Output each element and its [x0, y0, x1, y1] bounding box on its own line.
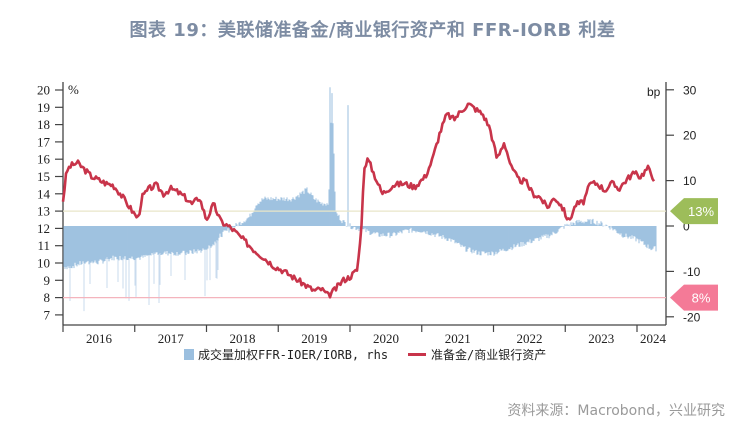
left-tick-label: 18: [37, 117, 50, 132]
right-tick-label: -20: [683, 310, 701, 324]
legend-bar-swatch: [184, 349, 194, 360]
right-tick-label: 0: [683, 220, 690, 234]
x-tick-label: 2017: [158, 331, 185, 346]
x-tick-label: 2022: [517, 331, 543, 346]
reserves-ratio-line: [61, 102, 656, 299]
x-tick-label: 2020: [373, 331, 399, 346]
left-tick-label: 12: [37, 221, 50, 236]
reference-tag-8pct: 8%: [670, 284, 718, 311]
left-axis: 7 8 9 10 11 12 13 14 15 16 17 18 19 20: [37, 83, 63, 322]
right-tick-label: 20: [683, 129, 697, 143]
legend: 成交量加权FFR-IOER/IORB, rhs 准备金/商业银行资产: [184, 347, 546, 362]
left-tick-label: 20: [37, 83, 50, 98]
spread-bars-series: [63, 87, 657, 312]
left-tick-label: 14: [37, 186, 51, 201]
left-tick-label: 16: [37, 152, 51, 167]
right-tick-label: -10: [683, 265, 701, 279]
left-tick-label: 15: [37, 169, 50, 184]
svg-text:8%: 8%: [692, 291, 711, 306]
left-tick-label: 8: [44, 290, 51, 305]
x-tick-label: 2018: [230, 331, 256, 346]
right-axis-unit: bp: [647, 85, 661, 99]
left-tick-label: 9: [44, 273, 51, 288]
x-axis: 2016 2017 2018 2019 2020 2021 2022 2023 2024: [62, 325, 667, 346]
source-note: 资料来源：Macrobond，兴业研究: [507, 403, 725, 419]
right-tick-label: 30: [683, 83, 697, 97]
legend-line-label: 准备金/商业银行资产: [431, 347, 546, 362]
legend-bar-label: 成交量加权FFR-IOER/IORB, rhs: [198, 347, 388, 362]
right-tick-label: 10: [683, 174, 697, 188]
x-tick-label: 2021: [445, 331, 471, 346]
reference-tag-13pct: 13%: [670, 198, 718, 225]
x-tick-label: 2016: [86, 331, 113, 346]
left-axis-unit: %: [68, 82, 79, 97]
x-tick-label: 2023: [588, 331, 614, 346]
left-tick-label: 17: [37, 134, 51, 149]
legend-line-swatch: [408, 353, 426, 356]
right-axis: -20 -10 0 10 20 30: [666, 83, 701, 324]
left-tick-label: 11: [37, 238, 50, 253]
left-tick-label: 10: [37, 256, 50, 271]
left-tick-label: 19: [37, 100, 50, 115]
x-tick-label: 2024: [640, 331, 667, 346]
x-tick-label: 2019: [301, 331, 327, 346]
svg-text:13%: 13%: [688, 204, 714, 219]
left-tick-label: 13: [37, 204, 50, 219]
left-tick-label: 7: [44, 307, 51, 322]
chart-title: 图表 19：美联储准备金/商业银行资产和 FFR-IORB 利差: [129, 20, 616, 41]
